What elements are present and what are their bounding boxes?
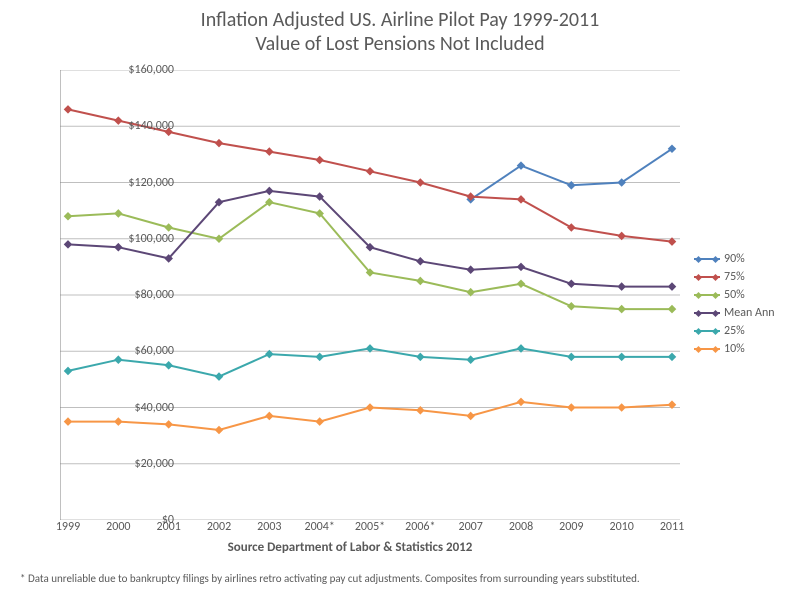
x-tick-label: 2002 bbox=[207, 520, 231, 534]
y-tick-label: $20,000 bbox=[118, 457, 174, 471]
footnote: * Data unreliable due to bankruptcy fili… bbox=[20, 572, 780, 585]
x-tick-label: 2000 bbox=[106, 520, 130, 534]
legend-label: 10% bbox=[724, 342, 745, 356]
y-tick-label: $100,000 bbox=[118, 232, 174, 246]
y-tick-label: $80,000 bbox=[118, 288, 174, 302]
legend-label: 75% bbox=[724, 270, 745, 284]
y-tick-label: $60,000 bbox=[118, 344, 174, 358]
legend-swatch bbox=[694, 330, 720, 332]
x-tick-label: 2010 bbox=[609, 520, 633, 534]
y-tick-label: $160,000 bbox=[118, 63, 174, 77]
legend-swatch bbox=[694, 312, 720, 314]
x-tick-label: 2005* bbox=[355, 520, 385, 534]
title-line-1: Inflation Adjusted US. Airline Pilot Pay… bbox=[201, 8, 600, 32]
title-line-2: Value of Lost Pensions Not Included bbox=[255, 32, 544, 56]
x-tick-label: 1999 bbox=[56, 520, 80, 534]
legend-label: Mean Ann bbox=[724, 306, 775, 320]
x-tick-label: 2008 bbox=[509, 520, 533, 534]
legend-item: Mean Ann bbox=[694, 304, 775, 322]
legend-label: 25% bbox=[724, 324, 745, 338]
x-tick-label: 2009 bbox=[559, 520, 583, 534]
legend-swatch bbox=[694, 258, 720, 260]
chart-root: Inflation Adjusted US. Airline Pilot Pay… bbox=[0, 0, 800, 600]
legend-swatch bbox=[694, 348, 720, 350]
chart-title: Inflation Adjusted US. Airline Pilot Pay… bbox=[0, 8, 800, 56]
legend-swatch bbox=[694, 294, 720, 296]
x-tick-label: 2007 bbox=[458, 520, 482, 534]
legend-label: 50% bbox=[724, 288, 745, 302]
y-tick-label: $140,000 bbox=[118, 119, 174, 133]
x-tick-label: 2011 bbox=[660, 520, 684, 534]
x-tick-label: 2006* bbox=[405, 520, 435, 534]
x-tick-label: 2004* bbox=[305, 520, 335, 534]
x-tick-label: 2003 bbox=[257, 520, 281, 534]
source-label: Source Department of Labor & Statistics … bbox=[0, 540, 700, 555]
legend-item: 25% bbox=[694, 322, 775, 340]
legend: 90% 75% 50% Mean Ann 25% 10% bbox=[694, 250, 775, 358]
legend-item: 10% bbox=[694, 340, 775, 358]
legend-swatch bbox=[694, 276, 720, 278]
y-tick-label: $40,000 bbox=[118, 401, 174, 415]
legend-item: 90% bbox=[694, 250, 775, 268]
legend-label: 90% bbox=[724, 252, 745, 266]
legend-item: 75% bbox=[694, 268, 775, 286]
legend-item: 50% bbox=[694, 286, 775, 304]
x-tick-label: 2001 bbox=[156, 520, 180, 534]
y-tick-label: $120,000 bbox=[118, 176, 174, 190]
